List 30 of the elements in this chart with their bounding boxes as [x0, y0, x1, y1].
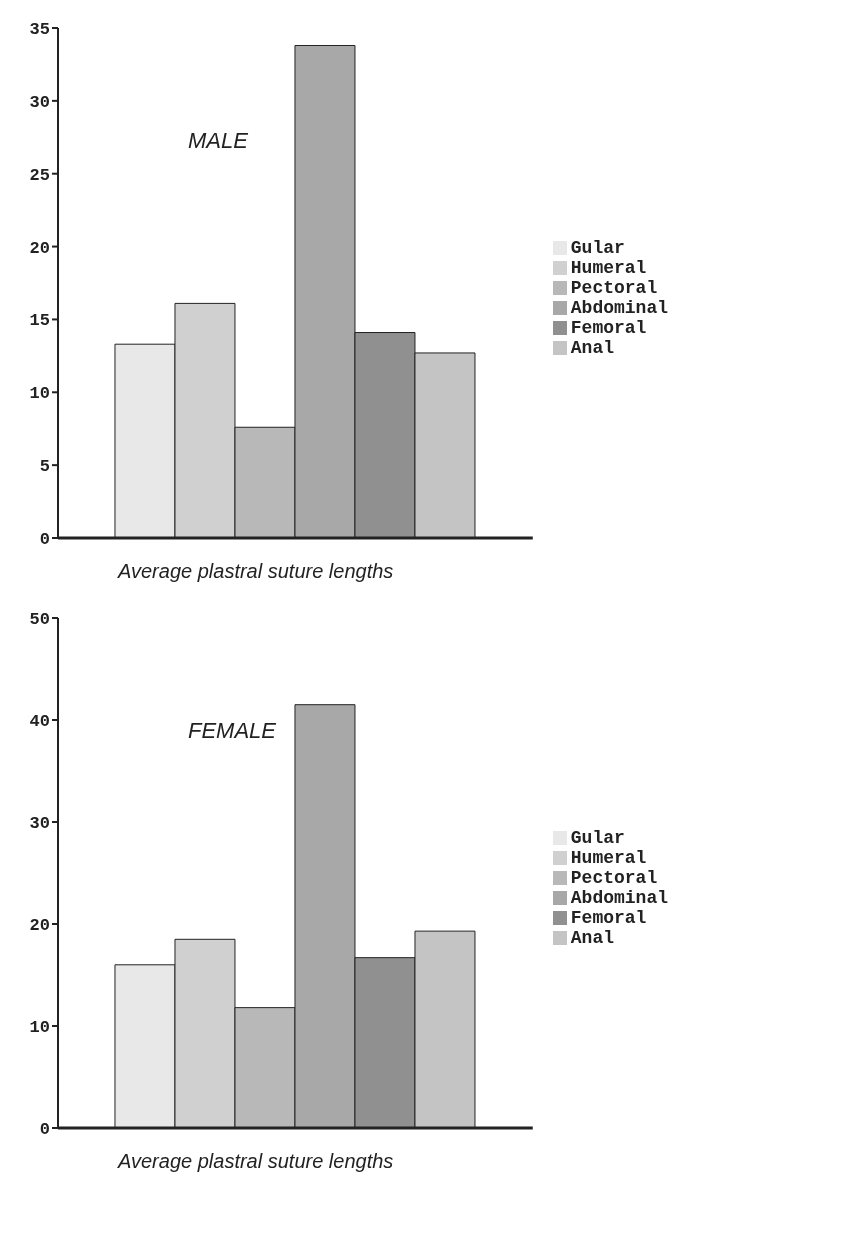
legend-label: Abdominal: [570, 888, 668, 908]
y-tick-label: 25: [29, 165, 50, 185]
y-tick-label: 10: [29, 384, 50, 404]
legend-label: Gular: [570, 828, 625, 848]
legend-label: Humeral: [570, 848, 647, 868]
y-tick-label: 40: [29, 712, 50, 732]
legend-label: Femoral: [570, 318, 647, 338]
y-tick-label: 15: [29, 311, 50, 331]
text: FEMALE: [188, 718, 277, 744]
y-tick-label: 5: [39, 457, 50, 477]
x-axis-title: Average plastral suture lengths: [117, 560, 394, 582]
legend-label: Humeral: [570, 258, 647, 278]
y-tick-label: 20: [29, 916, 50, 936]
legend-label: Anal: [570, 928, 614, 948]
y-tick-label: 10: [29, 1018, 50, 1038]
legend-label: Pectoral: [570, 278, 658, 298]
y-tick-label: 0: [39, 530, 50, 550]
y-tick-label: 35: [29, 20, 50, 40]
y-tick-label: 30: [29, 814, 50, 834]
legend-label: Anal: [570, 338, 614, 358]
legend-label: Pectoral: [570, 868, 658, 888]
x-axis-title: Average plastral suture lengths: [117, 1150, 394, 1172]
y-tick-label: 20: [29, 238, 50, 258]
y-tick-label: 0: [39, 1120, 50, 1140]
legend-label: Gular: [570, 238, 625, 258]
y-tick-label: 30: [29, 92, 50, 112]
text: MALE: [188, 128, 248, 154]
legend-label: Femoral: [570, 908, 647, 928]
y-tick-label: 50: [29, 610, 50, 630]
legend-label: Abdominal: [570, 298, 668, 318]
